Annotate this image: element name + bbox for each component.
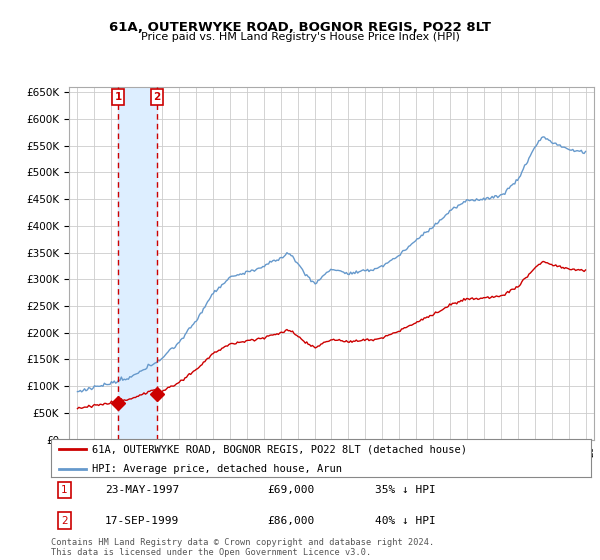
Text: Contains HM Land Registry data © Crown copyright and database right 2024.
This d: Contains HM Land Registry data © Crown c… bbox=[51, 538, 434, 557]
Text: HPI: Average price, detached house, Arun: HPI: Average price, detached house, Arun bbox=[91, 464, 341, 474]
Text: 1: 1 bbox=[115, 92, 122, 102]
Text: Price paid vs. HM Land Registry's House Price Index (HPI): Price paid vs. HM Land Registry's House … bbox=[140, 32, 460, 42]
Text: 40% ↓ HPI: 40% ↓ HPI bbox=[375, 516, 436, 525]
Text: 61A, OUTERWYKE ROAD, BOGNOR REGIS, PO22 8LT: 61A, OUTERWYKE ROAD, BOGNOR REGIS, PO22 … bbox=[109, 21, 491, 34]
Text: 61A, OUTERWYKE ROAD, BOGNOR REGIS, PO22 8LT (detached house): 61A, OUTERWYKE ROAD, BOGNOR REGIS, PO22 … bbox=[91, 444, 467, 454]
Text: £86,000: £86,000 bbox=[267, 516, 314, 525]
Text: 2: 2 bbox=[154, 92, 161, 102]
Text: 23-MAY-1997: 23-MAY-1997 bbox=[105, 486, 179, 496]
Bar bbox=[118, 87, 157, 440]
Text: £69,000: £69,000 bbox=[267, 486, 314, 496]
Text: 35% ↓ HPI: 35% ↓ HPI bbox=[375, 486, 436, 496]
Text: 2: 2 bbox=[61, 516, 68, 525]
Text: 17-SEP-1999: 17-SEP-1999 bbox=[105, 516, 179, 525]
Text: 1: 1 bbox=[61, 486, 68, 496]
